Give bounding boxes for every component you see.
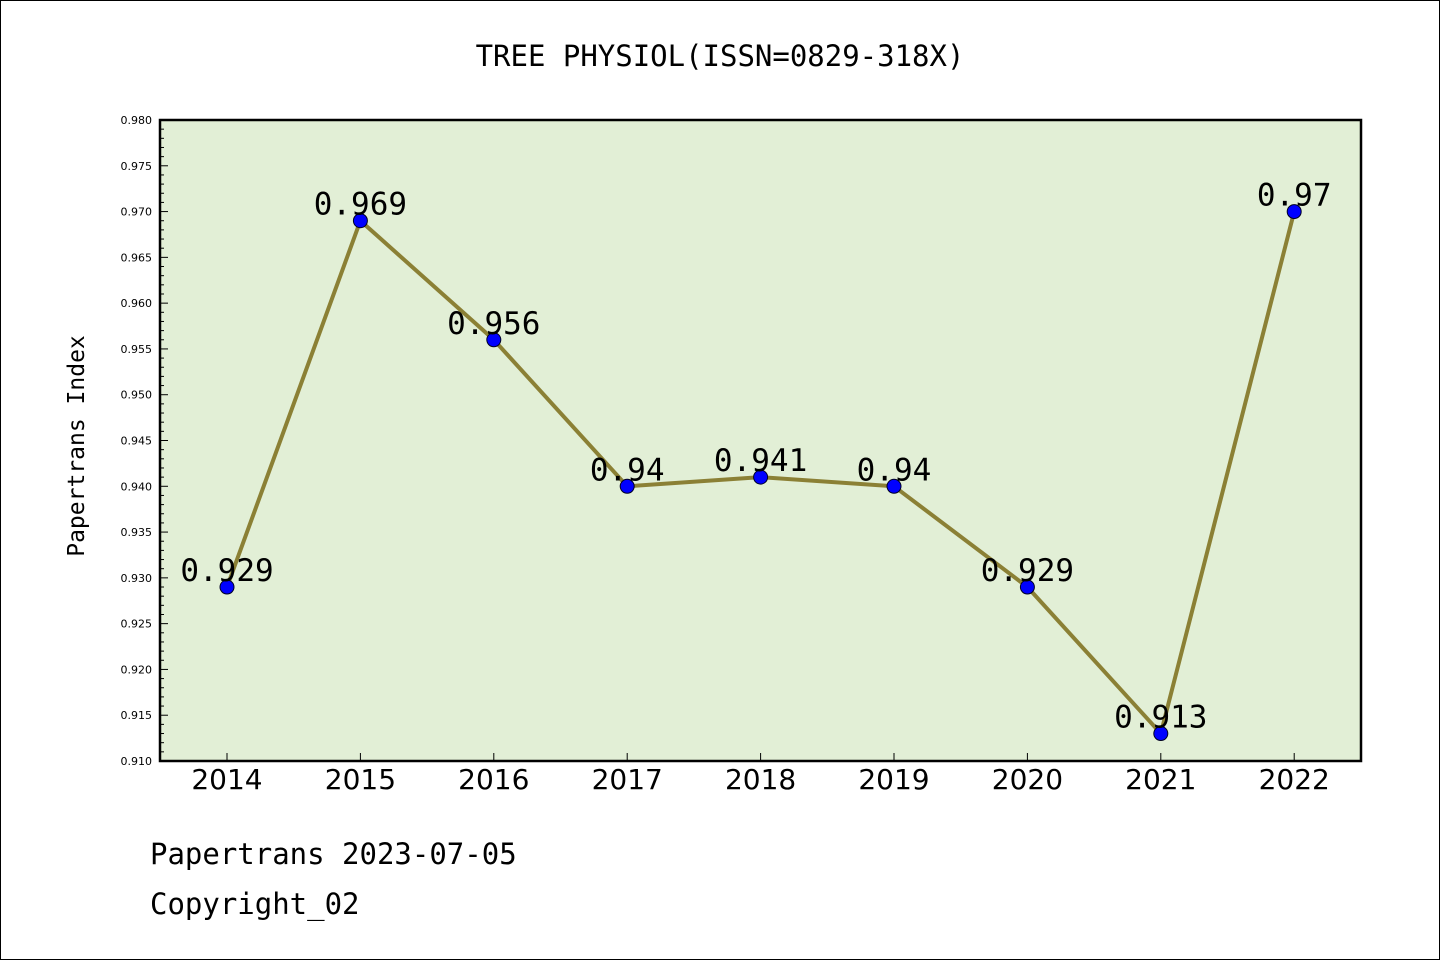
x-tick-label: 2022 — [1259, 763, 1330, 796]
y-axis: 0.910 0.915 0.920 0.925 0.930 0.935 0.940 0.945… — [121, 114, 168, 768]
x-tick-label: 2016 — [458, 763, 529, 796]
data-point-2020 — [1019, 579, 1035, 595]
data-label-2016: 0.956 — [447, 306, 540, 342]
data-label-2020: 0.929 — [981, 553, 1074, 589]
y-tick-label: 0.960 — [121, 297, 153, 310]
data-label-2019: 0.94 — [857, 452, 932, 488]
y-axis-label: Papertrans Index — [64, 335, 90, 557]
x-axis: 2014 2015 2016 2017 2018 2019 2020 2021 2022 — [191, 753, 1330, 796]
data-point-2018 — [753, 469, 769, 485]
y-tick-label: 0.975 — [121, 160, 153, 173]
y-tick-label: 0.950 — [121, 389, 153, 402]
x-tick-label: 2020 — [992, 763, 1063, 796]
x-tick-label: 2015 — [325, 763, 396, 796]
data-label-2017: 0.94 — [590, 452, 665, 488]
data-label-2018: 0.941 — [714, 443, 807, 479]
data-point-2022 — [1286, 204, 1302, 220]
data-point-2014 — [219, 579, 235, 595]
footer-date: Papertrans 2023-07-05 — [150, 837, 517, 871]
y-tick-label: 0.915 — [121, 709, 153, 722]
data-label-2014: 0.929 — [180, 553, 273, 589]
y-tick-label: 0.920 — [121, 663, 153, 676]
y-tick-label: 0.970 — [121, 206, 153, 219]
x-tick-label: 2017 — [592, 763, 663, 796]
x-tick-label: 2021 — [1125, 763, 1196, 796]
data-label-2021: 0.913 — [1114, 700, 1207, 736]
y-tick-label: 0.980 — [121, 114, 153, 127]
data-point-2021 — [1153, 726, 1169, 742]
y-tick-label: 0.910 — [121, 755, 153, 768]
y-tick-label: 0.930 — [121, 572, 153, 585]
chart-title: TREE PHYSIOL(ISSN=0829-318X) — [476, 39, 965, 73]
y-tick-label: 0.965 — [121, 251, 153, 264]
data-point-2019 — [886, 478, 902, 494]
y-tick-label: 0.925 — [121, 618, 153, 631]
data-labels: 0.929 0.969 0.956 0.94 0.941 0.94 0.929 0.913 0.… — [180, 178, 1331, 736]
y-tick-label: 0.945 — [121, 435, 153, 448]
x-tick-label: 2019 — [858, 763, 929, 796]
y-tick-label: 0.940 — [121, 480, 153, 493]
x-tick-label: 2018 — [725, 763, 796, 796]
y-tick-label: 0.935 — [121, 526, 153, 539]
data-point-2017 — [619, 478, 635, 494]
data-point-2016 — [486, 332, 502, 348]
footer-copyright: Copyright_02 — [150, 887, 360, 922]
data-points — [219, 204, 1302, 742]
data-point-2015 — [352, 213, 368, 229]
data-label-2015: 0.969 — [314, 187, 407, 223]
y-tick-label: 0.955 — [121, 343, 153, 356]
x-tick-label: 2014 — [191, 763, 262, 796]
data-label-2022: 0.97 — [1257, 178, 1332, 214]
